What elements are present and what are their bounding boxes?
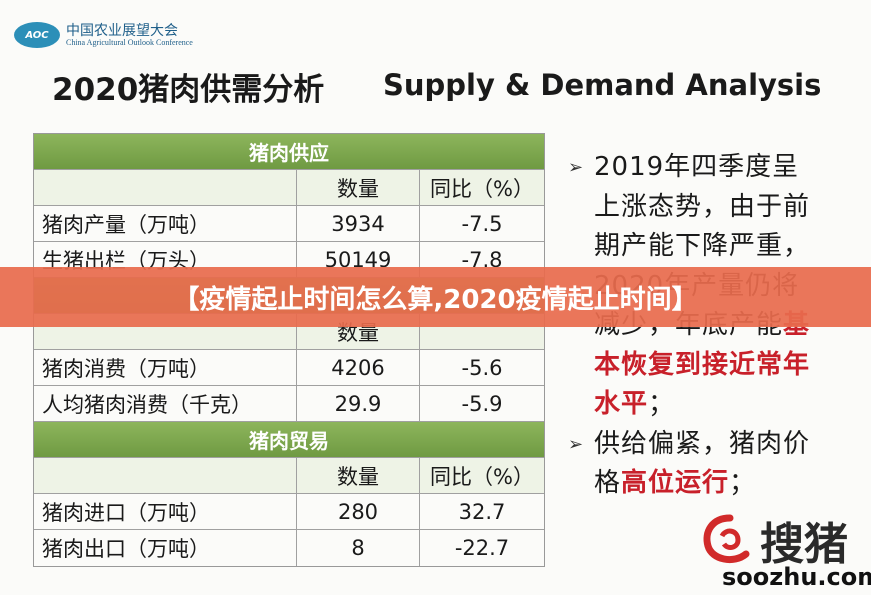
table-cell: 8 [296,530,419,566]
bullet-segment: 高位运行 [621,468,730,498]
table-cell: -7.5 [419,206,544,241]
table-cell: -5.6 [419,350,544,385]
table-cell: 32.7 [419,494,544,529]
bullet: ➢ 供给偏紧，猪肉价格高位运行； [568,425,813,504]
table-cell: 29.9 [296,386,419,421]
header-cell: 数量 [296,458,419,493]
header-cell [419,314,544,349]
table-cell: 3934 [296,206,419,241]
table-cell: 人均猪肉消费（千克） [42,392,252,417]
logo: AOC [14,22,60,48]
table-cell: 280 [296,494,419,529]
org-name: 中国农业展望大会 [66,23,178,39]
table-cell: 4206 [296,350,419,385]
bullet-segment: 供给偏紧，猪肉价格 [594,428,811,499]
bullet-segment: 基本恢复到接近常年水平 [594,310,811,419]
bullet-text: 2019年四季度呈上涨态势，由于前期产能下降严重，2020年产量仍将减少，年底产… [594,148,813,425]
table-cell: -22.7 [419,530,544,566]
table-cell: -5.9 [419,386,544,421]
header-cell [34,458,296,493]
table-cell: 猪肉出口（万吨） [42,537,210,561]
org-name-en: China Agricultural Outlook Conference [66,38,193,47]
banner: 【疫情起止时间怎么算,2020疫情起止时间】 [0,267,871,327]
table-row: 猪肉消费（万吨） 4206 -5.6 [34,350,544,386]
bullet-segment: ； [729,468,757,498]
header-cell: 数量 [296,170,419,205]
table-row: 猪肉出口（万吨） 8 -22.7 [34,530,544,566]
watermark-text: 搜猪 [760,519,848,570]
bullets: ➢ 2019年四季度呈上涨态势，由于前期产能下降严重，2020年产量仍将减少，年底… [568,148,813,504]
watermark-site: soozhu.com [722,563,871,591]
table-row: 猪肉产量（万吨） 3934 -7.5 [34,206,544,242]
table-row: 人均猪肉消费（千克） 29.9 -5.9 [34,386,544,422]
title: 2020猪肉供需分析 [52,72,325,108]
table-cell: 猪肉产量（万吨） [42,212,210,237]
section-title: 猪肉贸易 [34,422,544,458]
table: 猪肉供应 数量 同比（%） 猪肉产量（万吨） 3934 -7.5 生猪出栏（万头） 50149… [33,133,545,567]
bullet: ➢ 2019年四季度呈上涨态势，由于前期产能下降严重，2020年产量仍将减少，年底… [568,148,813,425]
table-row: 猪肉进口（万吨） 280 32.7 [34,494,544,530]
header-row: 数量 同比（%） [34,170,544,206]
header-cell: 同比（%） [419,458,544,493]
bullet-arrow: ➢ [568,433,585,455]
header-cell [34,170,296,205]
section-title: 猪肉供应 [34,134,544,170]
bullet-segment: ； [648,389,676,419]
header-row: 数量 同比（%） [34,458,544,494]
bullet-arrow: ➢ [568,157,585,178]
title-en: Supply & Demand Analysis [383,68,822,102]
table-cell: 猪肉进口（万吨） [42,500,210,525]
watermark-logo [703,514,750,564]
table-cell: 猪肉消费（万吨） [42,356,210,381]
header-cell: 同比（%） [419,170,544,205]
bullet-text: 供给偏紧，猪肉价格高位运行； [594,425,813,504]
